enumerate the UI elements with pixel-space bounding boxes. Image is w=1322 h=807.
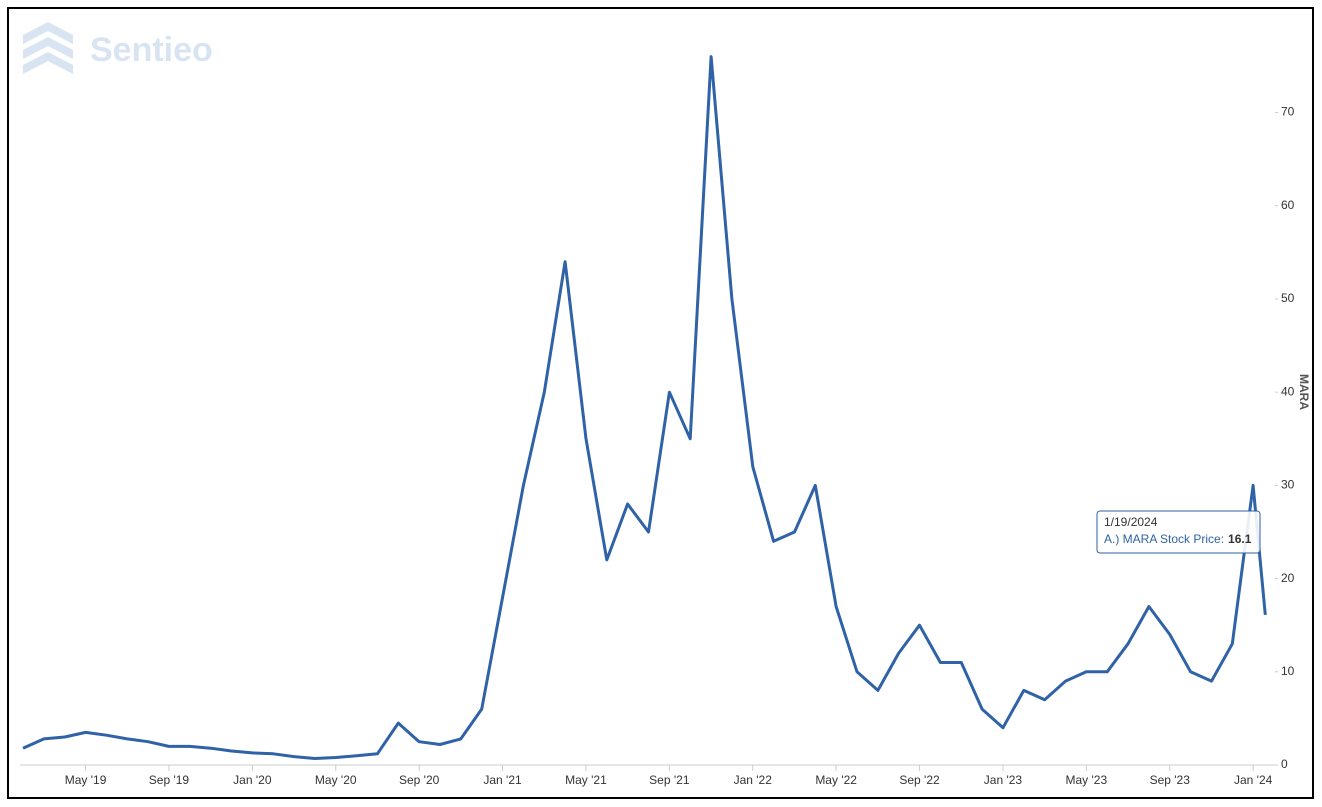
x-tick-label: Jan '23 <box>984 773 1023 787</box>
logo-icon <box>23 22 73 44</box>
x-tick-label: Sep '20 <box>399 773 440 787</box>
y-tick-label: 20 <box>1281 571 1295 585</box>
x-tick-label: May '22 <box>815 773 857 787</box>
y-tick-label: 50 <box>1281 291 1295 305</box>
logo-icon <box>23 52 73 74</box>
x-tick-label: Sep '21 <box>649 773 690 787</box>
logo-text: Sentieo <box>90 31 213 69</box>
x-tick-label: Jan '22 <box>734 773 773 787</box>
tooltip-box <box>1096 510 1261 554</box>
tooltip-line: A.) MARA Stock Price: 16.1 <box>1104 532 1252 546</box>
x-tick-label: Sep '22 <box>899 773 940 787</box>
x-tick-label: Jan '21 <box>483 773 522 787</box>
x-tick-label: Sep '23 <box>1150 773 1191 787</box>
tooltip-date: 1/19/2024 <box>1104 515 1158 529</box>
logo-icon <box>23 37 73 59</box>
y-tick-label: 0 <box>1281 757 1288 771</box>
tooltip: 1/19/2024 A.) MARA Stock Price: 16.1 <box>1096 510 1261 554</box>
x-tick-label: Jan '24 <box>1234 773 1273 787</box>
y-axis-title: MARA <box>1297 374 1311 410</box>
x-tick-label: May '23 <box>1066 773 1108 787</box>
x-tick-label: May '19 <box>65 773 107 787</box>
price-line <box>22 55 1267 760</box>
x-tick-label: May '20 <box>315 773 357 787</box>
y-tick-label: 70 <box>1281 105 1295 119</box>
tooltip-value: 16.1 <box>1228 532 1252 546</box>
y-tick-label: 30 <box>1281 478 1295 492</box>
logo: Sentieo <box>23 22 213 74</box>
x-tick-label: May '21 <box>565 773 607 787</box>
tooltip-label: A.) MARA Stock Price: <box>1104 532 1224 546</box>
x-tick-label: Sep '19 <box>149 773 190 787</box>
y-tick-label: 40 <box>1281 384 1295 398</box>
y-tick-label: 10 <box>1281 664 1295 678</box>
x-tick-label: Jan '20 <box>233 773 272 787</box>
frame <box>7 7 1314 799</box>
y-tick-label: 60 <box>1281 198 1295 212</box>
